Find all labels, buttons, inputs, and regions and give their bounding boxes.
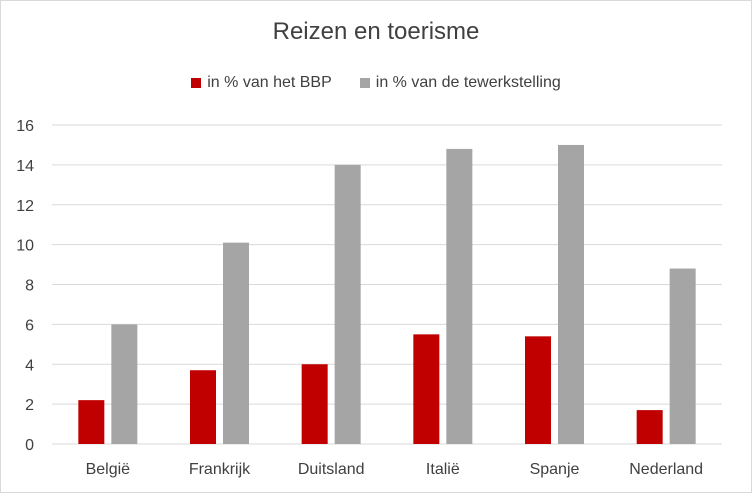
bar-tewerkstelling [111,324,138,444]
x-tick-label: Duitsland [298,461,365,478]
bar-tewerkstelling [558,144,584,444]
legend: in % van het BBP in % van de tewerkstell… [0,74,752,92]
x-tick-label: Frankrijk [189,461,251,478]
legend-item-bbp: in % van het BBP [191,74,332,92]
x-tick-label: Spanje [530,461,580,478]
y-tick-label: 16 [16,118,34,135]
y-tick-label: 6 [25,317,34,334]
y-tick-label: 14 [16,158,34,175]
legend-item-tewerkstelling: in % van de tewerkstelling [359,74,561,92]
x-tick-label: België [86,461,131,478]
bar-tewerkstelling [334,164,361,444]
chart-title: Reizen en toerisme [272,18,480,45]
bar-bbp [78,400,105,444]
bar-bbp [525,336,551,444]
bar-bbp [301,364,328,444]
y-tick-label: 8 [25,278,34,295]
bar-tewerkstelling [669,268,696,444]
y-tick-label: 12 [16,198,34,215]
bar-bbp [413,334,440,444]
bar-bbp [636,410,663,444]
legend-label-tewerkstelling: in % van de tewerkstelling [375,74,561,91]
y-tick-label: 10 [16,238,34,255]
bar-tewerkstelling [446,148,473,445]
y-tick-label: 2 [25,397,34,414]
y-tick-label: 4 [25,357,34,374]
x-tick-label: Italië [426,461,460,478]
legend-swatch-bbp [191,78,202,88]
bar-bbp [190,370,216,444]
legend-label-bbp: in % van het BBP [207,74,332,91]
bar-tewerkstelling [223,242,249,444]
legend-swatch-tewerkstelling [359,78,370,88]
y-tick-label: 0 [25,437,34,454]
x-tick-label: Nederland [629,461,703,478]
